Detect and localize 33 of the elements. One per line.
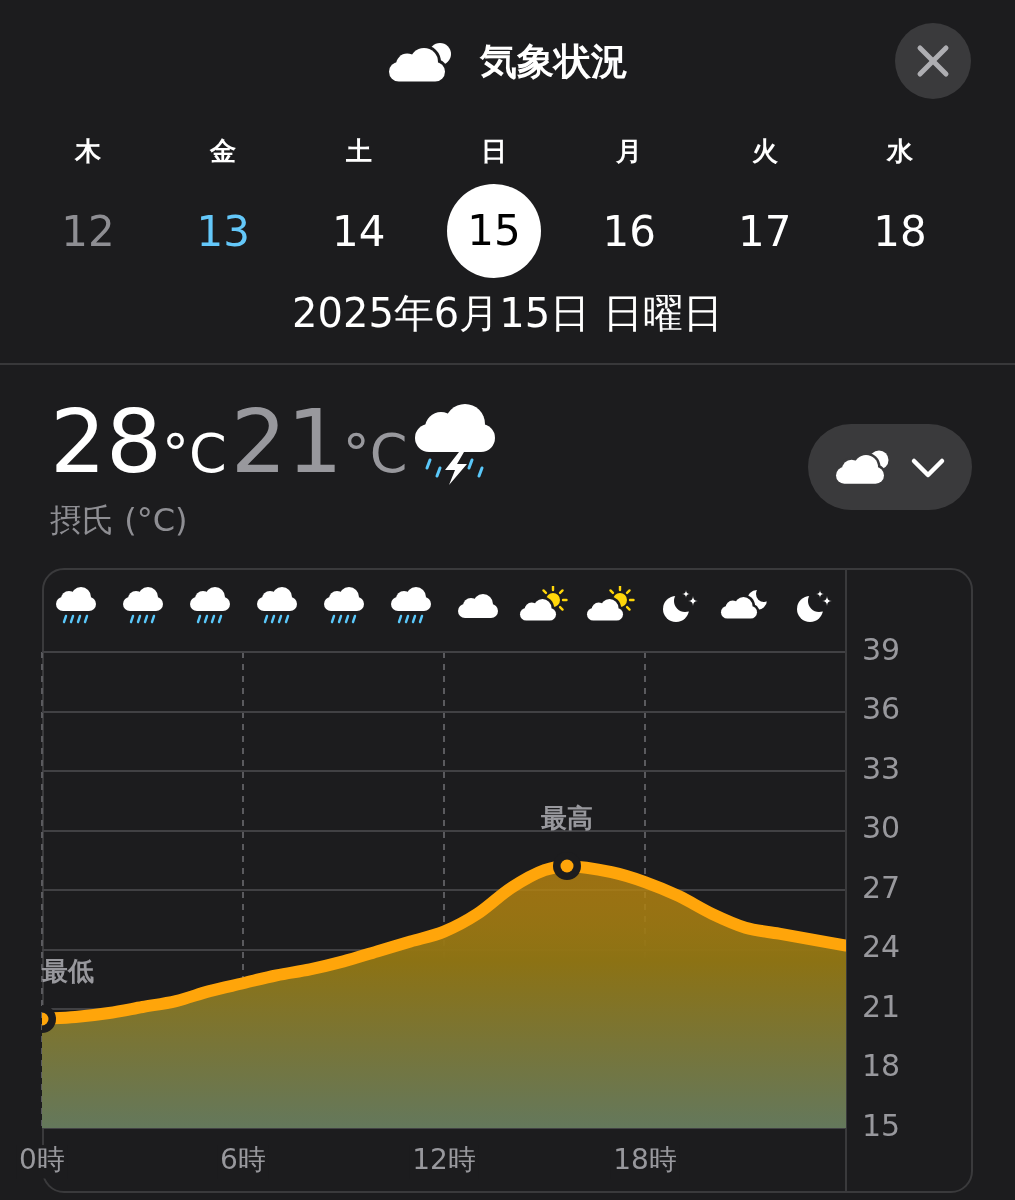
text: 火 xyxy=(750,135,779,167)
text: 21°C xyxy=(230,390,408,493)
y-tick-label: 27 xyxy=(862,869,901,905)
text: 月 xyxy=(615,135,644,167)
text: 28°C xyxy=(50,390,227,493)
y-tick-label: 30 xyxy=(862,810,901,846)
y-tick-label: 18 xyxy=(862,1048,901,1084)
text: 木 xyxy=(74,135,102,167)
text: 13 xyxy=(195,207,252,257)
text: 12 xyxy=(60,207,116,257)
text: 14 xyxy=(330,207,387,257)
selected-date-circle: 15 xyxy=(447,184,541,278)
text: 水 xyxy=(885,135,914,167)
annotation: 最高 xyxy=(539,802,593,833)
y-tick-label: 36 xyxy=(862,691,901,727)
text: 金 xyxy=(209,135,238,167)
y-tick-label: 33 xyxy=(862,750,901,786)
text: 日 xyxy=(480,135,508,167)
y-tick-label: 21 xyxy=(862,988,901,1024)
x-tick-label: 0時 xyxy=(19,1143,65,1177)
annotation: 最低 xyxy=(41,955,94,986)
chart-title: 気象状況 xyxy=(479,39,628,85)
text: 土 xyxy=(344,135,373,167)
y-tick-label: 24 xyxy=(862,929,901,965)
x-tick-label: 6時 xyxy=(220,1143,266,1177)
x-tick-label: 12時 xyxy=(412,1143,476,1177)
chart-subtitle: 2025年6月15日 日曜日 xyxy=(291,289,724,337)
text: 16 xyxy=(601,207,658,257)
y-tick-label: 15 xyxy=(862,1107,901,1143)
x-tick-label: 18時 xyxy=(613,1143,677,1177)
y-tick-label: 39 xyxy=(862,631,901,667)
text: 17 xyxy=(736,207,793,257)
text: 摂氏 (°C) xyxy=(50,500,188,541)
